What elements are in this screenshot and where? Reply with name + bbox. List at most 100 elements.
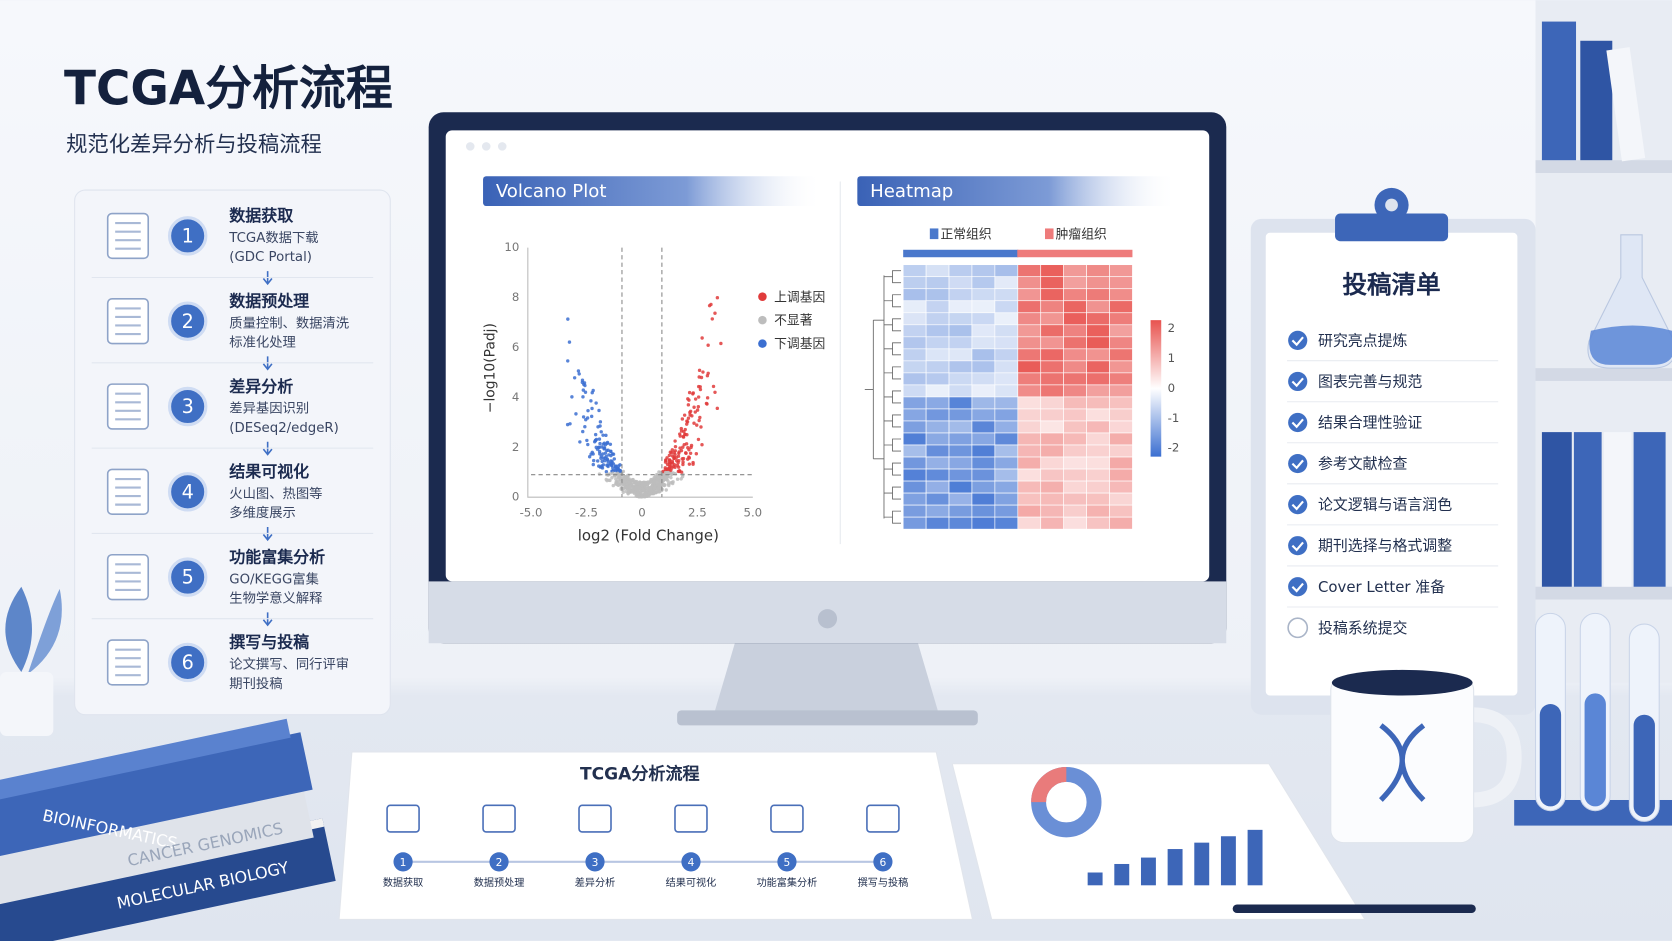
heat-cell <box>948 324 973 338</box>
heat-cell <box>1040 300 1064 314</box>
heat-cell <box>1063 264 1087 278</box>
heat-cell <box>1040 456 1064 470</box>
paper-number: 1 <box>400 856 407 869</box>
heat-cell <box>1040 348 1064 362</box>
heat-cell <box>971 336 996 350</box>
heat-cell <box>1017 516 1042 530</box>
step-detail: 质量控制、数据清洗 <box>229 315 349 331</box>
heat-cell <box>902 468 927 482</box>
scatter-dot <box>626 492 630 496</box>
heat-cell <box>925 432 950 446</box>
heat-cell <box>902 276 927 290</box>
heat-cell <box>971 516 996 530</box>
scatter-dot <box>673 444 678 449</box>
scatter-dot <box>665 456 669 460</box>
scatter-dot <box>600 459 604 464</box>
legend-label: 上调基因 <box>774 290 825 305</box>
scatter-dot <box>683 451 688 455</box>
scatter-dot <box>699 425 703 429</box>
heat-cell <box>925 468 950 482</box>
heat-cell <box>1040 276 1064 290</box>
scatter-dot <box>567 340 572 344</box>
heat-cell <box>1086 336 1110 350</box>
step-detail: 生物学意义解释 <box>229 589 322 606</box>
heat-cell <box>1040 420 1064 434</box>
scatter-dot <box>681 435 686 439</box>
heat-cell <box>1109 516 1133 530</box>
heat-cell <box>948 360 973 374</box>
scatter-dot <box>691 392 695 396</box>
heat-cell <box>902 456 927 470</box>
scatter-dot <box>631 477 635 482</box>
paper-number: 3 <box>592 856 599 869</box>
scatter-dot <box>599 456 603 460</box>
step-icon <box>106 639 150 686</box>
scatter-dot <box>581 395 585 399</box>
heat-cell <box>1040 468 1064 482</box>
scatter-dot <box>616 464 621 468</box>
step-badge <box>167 386 208 427</box>
heat-cell <box>994 288 1019 302</box>
heat-cell <box>971 372 996 386</box>
heat-cell <box>1063 468 1087 482</box>
step-badge <box>167 472 208 512</box>
x-tick-label: -2.5 <box>575 506 598 520</box>
scatter-dot <box>586 442 590 447</box>
heat-cell <box>1086 276 1110 290</box>
scatter-dot <box>695 408 700 412</box>
heat-cell <box>994 264 1019 278</box>
scatter-dot <box>597 472 602 476</box>
scatter-dot <box>605 463 609 467</box>
check-icon <box>1288 371 1308 392</box>
heat-cell <box>1040 492 1064 506</box>
check-mark <box>1291 541 1304 552</box>
scatter-dot <box>645 493 649 497</box>
scatter-dot <box>679 477 683 481</box>
heat-cell <box>1109 480 1133 494</box>
heat-cell <box>1086 492 1110 506</box>
heat-cell <box>971 348 996 362</box>
paper-title: TCGA分析流程 <box>580 763 700 784</box>
heat-cell <box>994 336 1019 350</box>
scatter-dot <box>648 479 653 483</box>
heat-cell <box>1086 264 1110 278</box>
scatter-dot <box>603 459 607 463</box>
heat-cell <box>1086 288 1110 302</box>
heat-cell <box>925 420 950 434</box>
check-mark <box>1291 459 1304 470</box>
scatter-dot <box>640 494 644 498</box>
heat-cell <box>971 432 996 446</box>
scatter-dot <box>687 462 692 466</box>
heat-cell <box>971 420 996 434</box>
paper-icon <box>866 804 900 833</box>
heat-cell <box>948 384 973 398</box>
paper-step-label: 差异分析 <box>575 876 616 889</box>
heat-cell <box>1063 360 1087 374</box>
legend-dot <box>758 339 767 348</box>
heat-cell <box>1063 288 1087 302</box>
heat-cell <box>948 420 973 434</box>
heat-cell <box>994 468 1019 482</box>
check-icon <box>1288 330 1308 351</box>
heat-cell <box>971 312 996 326</box>
heat-cell <box>994 360 1019 374</box>
heat-cell <box>925 348 950 362</box>
heat-cell <box>948 492 973 506</box>
legend-dot <box>758 315 767 325</box>
heat-cell <box>1040 288 1064 302</box>
step-detail: 火山图、热图等 <box>229 485 322 502</box>
heat-cell <box>1040 312 1064 326</box>
scatter-dot <box>662 482 666 487</box>
heat-cell <box>925 516 950 530</box>
heat-cell <box>1040 264 1064 278</box>
heat-cell <box>1109 504 1133 518</box>
scatter-dot <box>591 388 595 393</box>
paper-badge <box>777 852 797 872</box>
scatter-dot <box>678 446 682 450</box>
heat-cell <box>1040 372 1064 386</box>
scatter-dot <box>597 408 601 413</box>
heat-cell <box>1017 396 1042 410</box>
legend-label: 下调基因 <box>774 337 825 352</box>
